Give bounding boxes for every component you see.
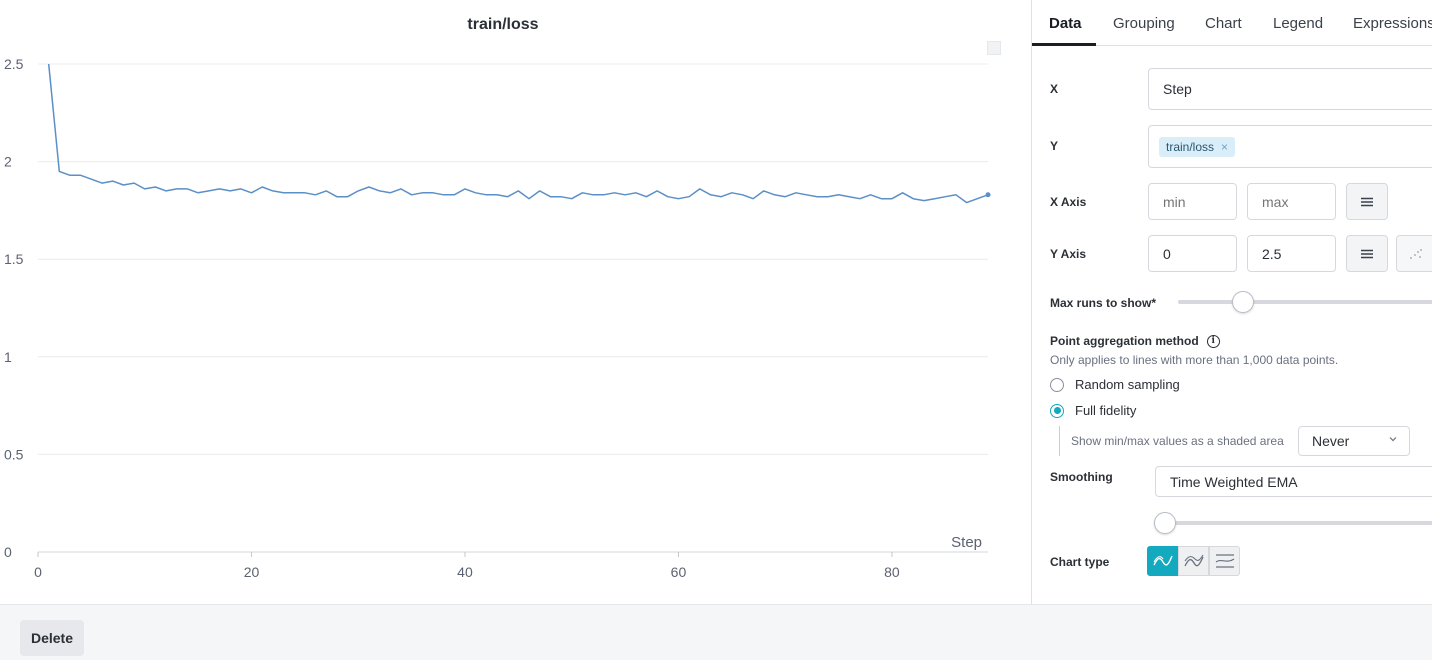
y-axis-scale-button[interactable]: [1346, 235, 1388, 272]
series-line: [47, 63, 989, 204]
footer-bar: Delete: [0, 604, 1432, 660]
settings-panel: Data Grouping Chart Legend Expressions X…: [1032, 0, 1432, 604]
x-select-value: Step: [1163, 81, 1192, 97]
shaded-area-select[interactable]: Never: [1298, 426, 1410, 456]
shaded-area-label: Show min/max values as a shaded area: [1071, 434, 1284, 448]
y-tick-label: 1.5: [4, 251, 24, 267]
scatter-dots-icon: [1410, 248, 1422, 259]
delete-button[interactable]: Delete: [20, 620, 84, 656]
x-tick-label: 80: [884, 564, 900, 580]
info-icon[interactable]: i: [1206, 334, 1220, 348]
panel-divider: [1031, 0, 1032, 604]
smoothing-slider-thumb[interactable]: [1154, 512, 1176, 534]
x-axis-scale-button[interactable]: [1346, 183, 1388, 220]
chart-type-percent-area-button[interactable]: [1209, 546, 1240, 576]
chart-resize-handle[interactable]: [987, 41, 1001, 55]
settings-tabs: Data Grouping Chart Legend Expressions: [1032, 0, 1432, 46]
aggregation-heading: Point aggregation method i: [1050, 334, 1220, 348]
y-tick-label: 2: [4, 154, 12, 170]
max-runs-slider-track[interactable]: [1178, 300, 1432, 304]
y-metric-chip: train/loss ×: [1159, 136, 1236, 157]
chart-type-area-button[interactable]: [1178, 546, 1209, 576]
tab-chart[interactable]: Chart: [1205, 15, 1242, 32]
y-axis-min-value: 0: [1163, 245, 1171, 262]
radio-full-fidelity[interactable]: Full fidelity: [1050, 403, 1136, 418]
y-select[interactable]: train/loss ×: [1148, 125, 1432, 168]
menu-lines-icon: [1361, 197, 1373, 206]
y-axis-min-input[interactable]: 0: [1148, 235, 1237, 272]
y-axis-label: Y Axis: [1050, 247, 1087, 261]
x-axis-max-input[interactable]: [1247, 183, 1336, 220]
x-label: X: [1050, 82, 1059, 96]
aggregation-hint: Only applies to lines with more than 1,0…: [1050, 353, 1339, 367]
tab-legend[interactable]: Legend: [1273, 15, 1324, 32]
indent-bar: [1059, 426, 1060, 456]
y-tick-label: 1: [4, 349, 12, 365]
series-end-point: [985, 192, 991, 198]
radio-random-sampling-circle[interactable]: [1050, 377, 1064, 392]
x-axis-label: X Axis: [1050, 195, 1087, 209]
y-tick-label: 0: [4, 544, 12, 560]
tab-expressions[interactable]: Expressions: [1353, 15, 1432, 32]
chevron-down-icon: [1389, 437, 1397, 442]
tab-grouping[interactable]: Grouping: [1113, 15, 1175, 32]
y-metric-chip-label: train/loss: [1166, 139, 1215, 154]
aggregation-label: Point aggregation method: [1050, 334, 1199, 348]
chart-title: train/loss: [467, 16, 539, 33]
smoothing-select-value: Time Weighted EMA: [1170, 473, 1298, 490]
percent-area-chart-icon: [1215, 554, 1234, 568]
x-tick-label: 40: [457, 564, 473, 580]
y-axis-max-input[interactable]: 2.5: [1247, 235, 1336, 272]
radio-random-sampling[interactable]: Random sampling: [1050, 377, 1180, 392]
radio-full-fidelity-circle[interactable]: [1050, 403, 1064, 418]
radio-full-fidelity-label: Full fidelity: [1075, 403, 1137, 418]
line-chart-icon: [1152, 555, 1173, 566]
smoothing-select[interactable]: Time Weighted EMA: [1155, 466, 1432, 497]
smoothing-label: Smoothing: [1050, 470, 1113, 484]
radio-random-sampling-label: Random sampling: [1075, 377, 1180, 392]
chart-panel: 0 0.5 1 1.5 2 2.5 0 20 40 60 80 Step train/loss: [4, 16, 1001, 580]
tab-data[interactable]: Data: [1049, 15, 1082, 32]
y-axis-max-value: 2.5: [1262, 245, 1282, 262]
y-tick-label: 0.5: [4, 446, 24, 462]
max-runs-label: Max runs to show*: [1050, 296, 1157, 310]
area-chart-icon: [1183, 554, 1204, 567]
shaded-area-select-value: Never: [1312, 433, 1350, 449]
line-chart: 0 0.5 1 1.5 2 2.5 0 20 40 60 80 Step: [4, 56, 991, 580]
chart-type-line-button[interactable]: [1147, 546, 1178, 576]
x-tick-label: 60: [671, 564, 687, 580]
chip-remove-icon[interactable]: ×: [1221, 139, 1229, 154]
x-tick-label: 0: [34, 564, 42, 580]
active-tab-indicator: [1032, 43, 1096, 46]
chart-type-label: Chart type: [1050, 555, 1110, 569]
max-runs-slider-thumb[interactable]: [1232, 291, 1254, 313]
y-tick-label: 2.5: [4, 56, 24, 72]
smoothing-slider-track[interactable]: [1154, 521, 1432, 525]
x-select[interactable]: Step: [1148, 68, 1432, 110]
y-label: Y: [1050, 139, 1059, 153]
x-axis-name: Step: [951, 534, 982, 551]
menu-lines-icon: [1361, 249, 1373, 258]
x-tick-label: 20: [244, 564, 260, 580]
x-axis-min-input[interactable]: [1148, 183, 1237, 220]
y-axis-log-button[interactable]: [1396, 235, 1432, 272]
